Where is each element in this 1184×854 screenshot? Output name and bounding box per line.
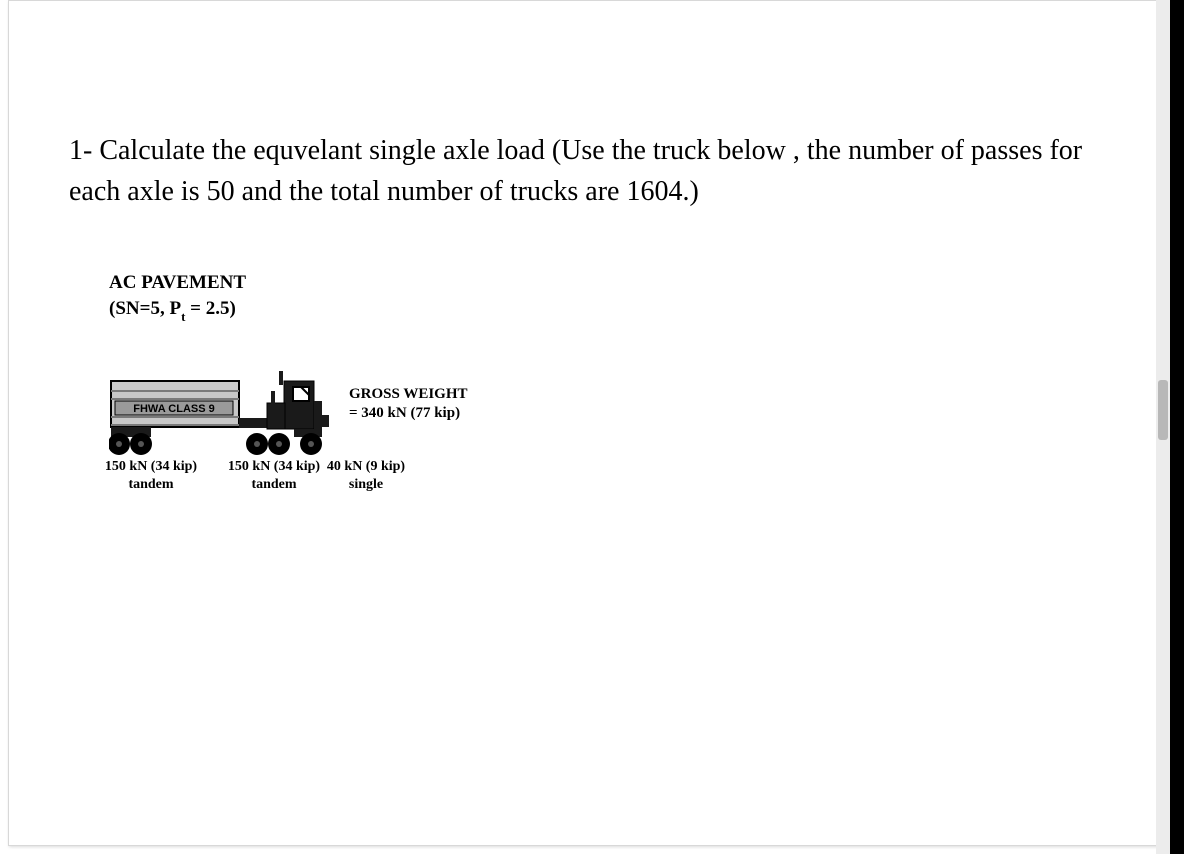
axle-3-load: 40 kN (9 kip)	[321, 458, 411, 476]
axle-label-steer-single: 40 kN (9 kip) single	[321, 458, 411, 493]
gross-weight-value: = 340 kN (77 kip)	[349, 404, 468, 423]
scrollbar-track[interactable]	[1156, 0, 1170, 854]
axle-label-rear-tandem: 150 kN (34 kip) tandem	[101, 458, 201, 493]
pavement-title: AC PAVEMENT	[109, 270, 1097, 296]
scrollbar-thumb[interactable]	[1158, 380, 1168, 440]
axle-1-type: tandem	[101, 476, 201, 494]
pavement-params-suffix: = 2.5)	[185, 298, 235, 319]
pavement-params-prefix: (SN=5, P	[109, 298, 181, 319]
axle-2-type: tandem	[219, 476, 329, 494]
axle-3-type: single	[321, 476, 411, 494]
truck-diagram: FHWA CLASS 9	[109, 363, 1097, 523]
pavement-params: (SN=5, Pt = 2.5)	[109, 296, 1097, 323]
gross-weight: GROSS WEIGHT = 340 kN (77 kip)	[349, 385, 468, 423]
gross-weight-label: GROSS WEIGHT	[349, 385, 468, 404]
axle-2-load: 150 kN (34 kip)	[219, 458, 329, 476]
truck-svg: FHWA CLASS 9	[109, 363, 349, 463]
pavement-parameters: AC PAVEMENT (SN=5, Pt = 2.5) FHWA CLASS …	[109, 270, 1097, 523]
truck-class-label: FHWA CLASS 9	[133, 403, 215, 415]
question-text: 1- Calculate the equvelant single axle l…	[69, 131, 1097, 212]
document-page: 1- Calculate the equvelant single axle l…	[8, 0, 1158, 846]
pavement-params-sub: t	[181, 309, 185, 324]
page-content: 1- Calculate the equvelant single axle l…	[9, 1, 1157, 523]
axle-label-drive-tandem: 150 kN (34 kip) tandem	[219, 458, 329, 493]
axle-1-load: 150 kN (34 kip)	[101, 458, 201, 476]
axle-labels-row: 150 kN (34 kip) tandem 150 kN (34 kip) t…	[109, 458, 469, 493]
